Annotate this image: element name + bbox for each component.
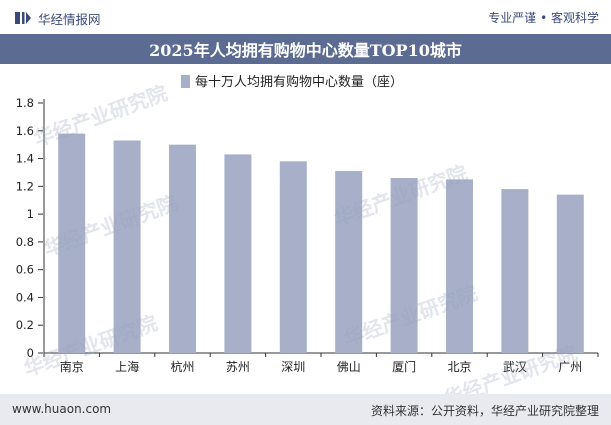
x-tick-label: 北京 <box>447 360 471 374</box>
x-tick-label: 深圳 <box>281 360 305 374</box>
footer: www.huaon.com 资料来源：公开资料，华经产业研究院整理 <box>0 394 611 425</box>
y-tick-label: 0 <box>27 346 34 360</box>
y-tick-label: 1.6 <box>16 124 34 138</box>
brand-logo-icon <box>15 12 31 24</box>
tagline: 专业严谨 • 客观科学 <box>488 11 599 25</box>
bar <box>446 179 473 353</box>
x-tick-label: 广州 <box>558 360 582 374</box>
x-tick-label: 南京 <box>60 359 84 374</box>
footer-source: 资料来源：公开资料，华经产业研究院整理 <box>370 404 599 418</box>
bar <box>224 154 252 353</box>
bar <box>169 144 196 353</box>
legend-swatch <box>181 75 190 88</box>
bar-chart: 每十万人均拥有购物中心数量（座） 0 0.2 0.4 0.6 0.8 1 1.2 1.4 1.6 1… <box>16 74 599 374</box>
bar <box>335 171 363 353</box>
legend-label: 每十万人均拥有购物中心数量（座） <box>195 74 403 90</box>
bar <box>556 194 584 353</box>
chart-area: 每十万人均拥有购物中心数量（座） 0 0.2 0.4 0.6 0.8 1 1.2 1.4 1.6 1… <box>0 64 611 394</box>
bar <box>501 189 529 353</box>
x-tick-label: 武汉 <box>503 360 527 374</box>
y-tick-label: 0.4 <box>16 290 34 304</box>
x-tick-label: 上海 <box>115 359 139 374</box>
y-tick-label: 1 <box>27 207 34 221</box>
y-tick-label: 1.8 <box>16 96 34 110</box>
bar <box>113 140 141 353</box>
top-bar: 华经情报网 专业严谨 • 客观科学 <box>0 0 611 36</box>
x-tick-label: 厦门 <box>392 359 416 374</box>
bar <box>58 133 86 353</box>
chart-title: 2025年人均拥有购物中心数量TOP10城市 <box>0 34 611 64</box>
bar <box>279 161 307 353</box>
bar <box>390 178 418 353</box>
footer-website[interactable]: www.huaon.com <box>12 402 112 416</box>
y-tick-label: 0.2 <box>16 318 34 332</box>
y-tick-label: 0.6 <box>16 263 34 277</box>
x-tick-label: 佛山 <box>337 360 361 374</box>
x-tick-label: 杭州 <box>170 359 194 374</box>
x-tick-label: 苏州 <box>226 360 250 374</box>
brand-name: 华经情报网 <box>38 11 101 27</box>
y-tick-label: 0.8 <box>16 235 34 249</box>
brand[interactable]: 华经情报网 <box>14 8 101 28</box>
y-tick-label: 1.2 <box>16 179 34 193</box>
y-tick-label: 1.4 <box>16 152 34 166</box>
